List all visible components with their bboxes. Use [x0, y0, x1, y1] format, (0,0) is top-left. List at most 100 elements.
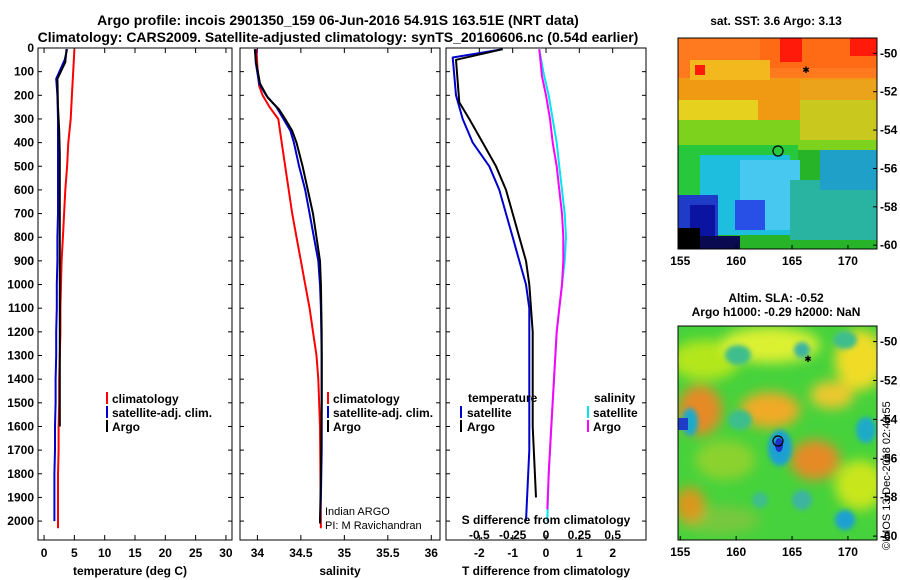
map-y-tick-label: -50 — [880, 46, 898, 60]
s-difference-axis-ticks: -0.5 -0.25 0 0.25 0.5 — [469, 528, 621, 542]
x-tick-label: -2 — [474, 546, 485, 560]
x-tick-label: 15 — [128, 546, 142, 560]
temperature-panel: 0100200300400500600700800090010001100120… — [7, 41, 233, 578]
x-tick-label: 35 — [338, 546, 352, 560]
x-tick-label: 5 — [71, 546, 78, 560]
x-tick-label: -1 — [507, 546, 518, 560]
s-difference-label: S difference from climatology — [462, 513, 631, 527]
temperature-xlabel: temperature (deg C) — [73, 564, 187, 578]
y-tick-label: 1100 — [8, 301, 34, 315]
x-tick-label: 35.5 — [376, 546, 400, 560]
temperature-lines — [53, 48, 76, 529]
y-tick-label: 100 — [14, 65, 34, 79]
series-line-satellite-adj-clim- — [254, 49, 323, 524]
legend-s-argo-label: Argo — [333, 420, 361, 434]
salinity-panel: 34 34.5 35 35.5 36 salinity climatology sate… — [239, 47, 441, 578]
x-tick-label: 0 — [543, 546, 550, 560]
y-tick-label: 2000 — [7, 514, 34, 528]
y-tick-label: 400 — [14, 136, 34, 150]
legend-argo-label: Argo — [112, 420, 140, 434]
map-x-tick-label: 170 — [838, 254, 858, 268]
sst-map-image — [678, 38, 877, 249]
map-y-tick-label: -56 — [880, 451, 898, 465]
y-tick-label: 500 — [14, 159, 34, 173]
series-line-argo — [253, 49, 323, 524]
y-tick-label: 0 — [27, 254, 34, 268]
legend-s-climatology-label: climatology — [333, 392, 400, 406]
legend-temperature-title: temperature — [468, 391, 538, 405]
sla-map-title-2: Argo h1000: -0.29 h2000: NaN — [692, 305, 861, 319]
series-line-s-argo — [538, 49, 565, 510]
difference-axis-ticks: -2 -1 0 1 2 — [474, 48, 616, 560]
y-tick-label: 600 — [14, 183, 34, 197]
title-line-2: Climatology: CARS2009. Satellite-adjuste… — [38, 29, 639, 45]
map-x-tick-label: 165 — [782, 254, 802, 268]
y-tick-label: 1400 — [7, 372, 34, 386]
series-line-climatology — [255, 49, 322, 529]
s-diff-tick-label: -0.5 — [469, 528, 490, 542]
sla-argo-position-marker — [772, 435, 784, 447]
legend-salinity-title: salinity — [594, 391, 636, 405]
x-tick-label: 0 — [41, 546, 48, 560]
sla-map-frame — [677, 325, 878, 541]
difference-lines — [451, 48, 567, 522]
y-tick-label: 1600 — [7, 419, 34, 433]
y-tick-label: 700 — [14, 207, 34, 221]
x-tick-label: 30 — [219, 546, 233, 560]
map-y-tick-label: -52 — [880, 373, 898, 387]
x-tick-label: 25 — [189, 546, 203, 560]
annotation-pi: PI: M Ravichandran — [325, 520, 422, 532]
map-x-tick-label: 155 — [670, 545, 690, 559]
sla-map-ticks: 155 160 165 170 -50 -52 -54 -56 -58 -60 — [670, 335, 897, 559]
series-line-t-satellite — [451, 48, 531, 522]
sst-map-title: sat. SST: 3.6 Argo: 3.13 — [710, 14, 842, 28]
s-diff-tick-label: -0.25 — [499, 528, 527, 542]
map-y-tick-label: -56 — [880, 161, 898, 175]
y-tick-label: 1900 — [7, 490, 34, 504]
series-line-argo — [56, 49, 68, 427]
legend-t-satellite-label: satellite — [467, 406, 512, 420]
x-tick-label: 1 — [576, 546, 583, 560]
sst-map-panel: sat. SST: 3.6 Argo: 3.13 — [670, 14, 897, 268]
salinity-lines — [253, 49, 323, 529]
map-y-tick-label: -58 — [880, 200, 898, 214]
salinity-axis-ticks: 34 34.5 35 35.5 36 — [251, 48, 439, 560]
legend-satellite-label: satellite-adj. clim. — [112, 406, 212, 420]
y-tick-label: 300 — [14, 112, 34, 126]
map-y-tick-label: -54 — [880, 123, 898, 137]
x-tick-label: 36 — [425, 546, 439, 560]
map-x-tick-label: 160 — [726, 254, 746, 268]
legend-t-argo-label: Argo — [467, 420, 495, 434]
salinity-xlabel: salinity — [319, 564, 361, 578]
y-tick-label: 1300 — [7, 349, 34, 363]
sst-argo-position-marker — [772, 145, 784, 157]
temperature-axis-ticks: 0 5 10 15 20 25 30 — [41, 48, 233, 560]
s-diff-tick-label: 0.5 — [604, 528, 621, 542]
legend-s-sat-label: satellite — [593, 406, 638, 420]
map-x-tick-label: 165 — [782, 545, 802, 559]
y-tick-label: 200 — [14, 88, 34, 102]
map-y-tick-label: -60 — [880, 238, 898, 252]
y-tick-label: 800 — [14, 230, 34, 244]
y-tick-label: 1500 — [7, 396, 34, 410]
map-y-tick-label: -52 — [880, 85, 898, 99]
x-tick-label: 34.5 — [289, 546, 313, 560]
sla-map-image — [678, 326, 877, 540]
x-tick-label: 2 — [609, 546, 616, 560]
s-diff-tick-label: 0 — [543, 528, 550, 542]
salinity-axes-box — [239, 47, 441, 541]
map-x-tick-label: 170 — [838, 545, 858, 559]
sla-float-track-marker: ✱ — [804, 354, 812, 364]
sst-map-ticks: 155 160 165 170 -50 -52 -54 -56 -58 -60 — [670, 46, 897, 268]
y-tick-label: 1700 — [7, 443, 34, 457]
title-line-1: Argo profile: incois 2901350_159 06-Jun-… — [97, 12, 579, 28]
x-tick-label: 20 — [159, 546, 173, 560]
salinity-y-ticks — [240, 47, 440, 522]
legend-s-argo-label: Argo — [593, 420, 621, 434]
y-tick-label: 0 — [27, 41, 34, 55]
map-x-tick-label: 160 — [726, 545, 746, 559]
sla-map-title-1: Altim. SLA: -0.52 — [728, 291, 824, 305]
difference-y-ticks — [446, 47, 646, 522]
series-line-climatology — [57, 49, 76, 529]
